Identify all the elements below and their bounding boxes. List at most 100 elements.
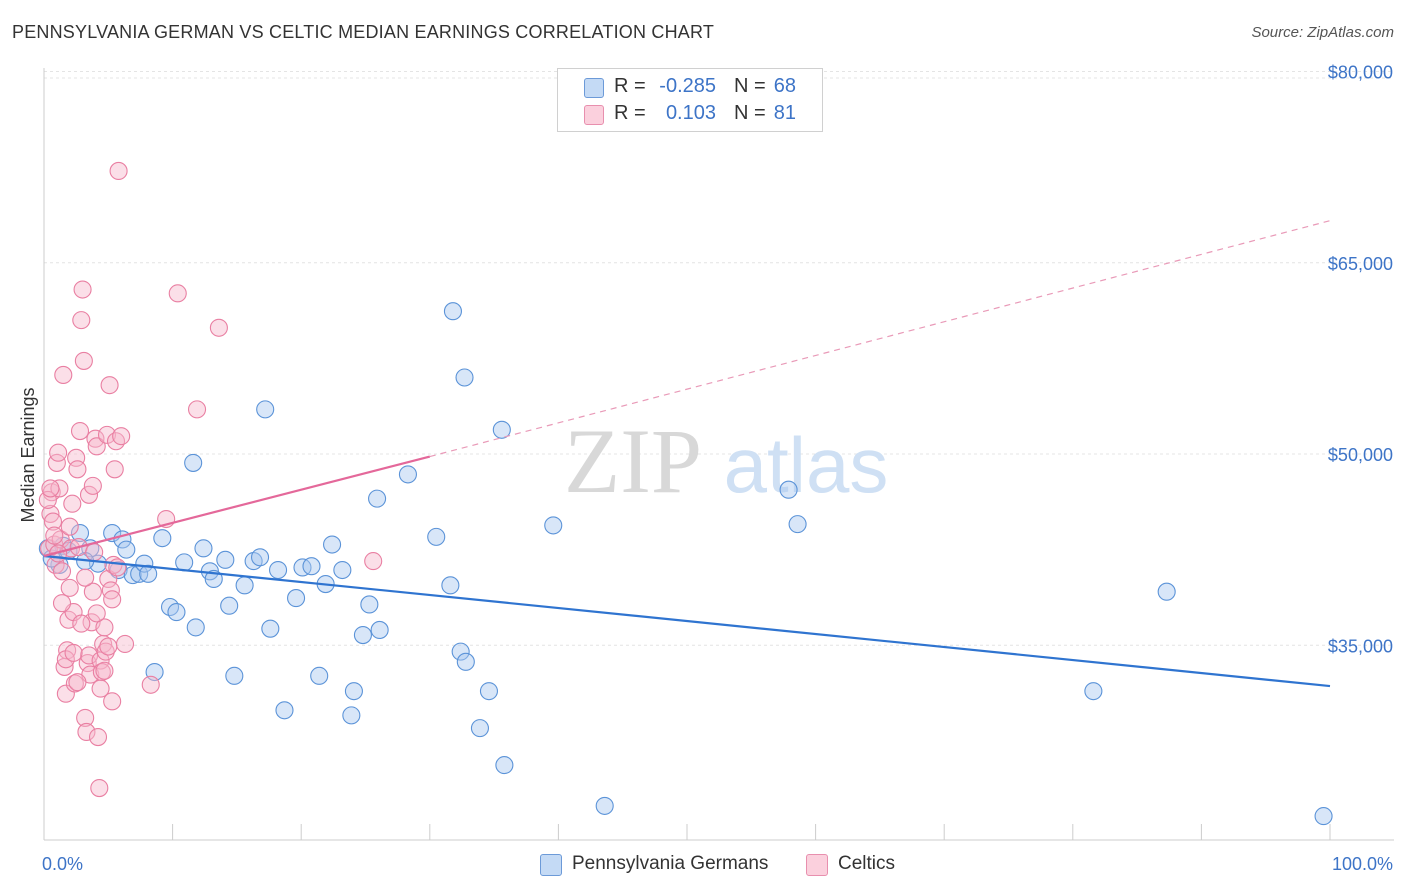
point-celtic [63,494,82,513]
y-axis-title: Median Earnings [18,387,38,522]
point-celtic [67,448,86,467]
point-pennsylvania-german [184,453,203,472]
point-pennsylvania-german [139,564,158,583]
point-pennsylvania-german [595,796,614,815]
point-pennsylvania-german [353,625,372,645]
point-pennsylvania-german [275,701,294,720]
point-celtic [38,490,57,509]
point-celtic [88,727,108,747]
point-celtic [74,351,93,370]
r-label: R = [614,102,646,124]
point-pennsylvania-german [235,576,254,595]
legend-swatch-pink [584,105,604,125]
point-celtic [43,512,63,531]
point-celtic [112,427,131,446]
point-pennsylvania-german [333,560,352,580]
point-celtic [90,778,109,798]
point-pennsylvania-german [427,527,446,546]
point-pennsylvania-german [117,540,136,559]
point-pennsylvania-german [175,553,194,572]
point-celtic [45,526,64,545]
point-pennsylvania-german [360,595,379,614]
legend-swatch-pink [806,854,828,876]
point-celtic [70,421,90,441]
axis-labels: $35,000 $50,000 $65,000 $80,000 0.0% 100.0% Me… [18,63,1393,875]
y-tick-label: $50,000 [1328,445,1393,465]
point-celtic [85,543,104,562]
point-celtic [72,311,91,330]
point-celtic [49,443,68,462]
y-tick-label: $65,000 [1328,254,1393,274]
legend-label: Celtics [838,853,896,874]
point-pennsylvania-german [441,576,460,595]
point-celtic [168,284,187,303]
trend-line-celtics-extension [429,220,1331,458]
point-celtic [76,568,95,587]
y-tick-label: $35,000 [1328,636,1393,656]
legend-swatch-blue [584,78,604,98]
correlation-legend: R = -0.285 N = 68 R = 0.103 N = 81 [557,68,823,132]
point-pennsylvania-german [269,560,288,580]
point-celtic [108,558,127,577]
point-celtic [95,661,114,680]
point-celtic [41,479,60,498]
chart-title: PENNSYLVANIA GERMAN VS CELTIC MEDIAN EAR… [12,22,715,42]
point-pennsylvania-german [451,642,470,661]
point-pennsylvania-german [443,302,462,321]
point-celtic [187,400,207,419]
point-celtic [99,637,118,656]
point-pennsylvania-german [492,420,511,439]
point-celtic [76,708,95,727]
legend-row-pennsylvania-germans: R = -0.285 N = 68 [558,73,820,101]
point-celtic [83,582,102,601]
point-celtic [79,646,99,665]
point-pennsylvania-german [70,523,90,543]
axes [43,68,1394,841]
watermark-zip: ZIP [564,410,702,512]
point-celtic [141,675,160,694]
point-pennsylvania-german [135,554,154,573]
point-pennsylvania-german [287,589,306,608]
point-pennsylvania-german [220,596,239,615]
point-celtic [91,679,110,698]
point-pennsylvania-german [544,516,563,535]
point-celtic [68,460,87,479]
point-celtic [60,517,79,536]
n-label: N = [734,102,766,124]
point-celtic [364,552,383,571]
point-celtic [100,376,119,395]
point-pennsylvania-german [470,719,490,738]
point-celtic [103,590,122,609]
point-celtic [54,365,73,385]
n-label: N = [734,75,766,97]
point-celtic [73,280,92,299]
point-pennsylvania-german [194,539,213,558]
point-pennsylvania-german [495,756,514,775]
point-celtic [115,634,135,654]
data-points [38,161,1333,826]
point-pennsylvania-german [302,557,321,576]
point-pennsylvania-german [261,619,280,638]
watermark-atlas: atlas [724,421,889,509]
point-pennsylvania-german [455,368,474,387]
point-pennsylvania-german [256,400,275,419]
x-tick-label-max: 100.0% [1332,854,1393,874]
point-pennsylvania-german [225,666,244,685]
trend-lines [43,220,1331,688]
y-tick-label: $80,000 [1328,63,1393,83]
r-label: R = [614,75,646,97]
point-pennsylvania-german [370,620,389,640]
point-pennsylvania-german [342,706,361,725]
point-celtic [87,437,106,456]
point-celtic [106,432,126,451]
point-pennsylvania-german [186,618,205,637]
point-pennsylvania-german [310,666,329,685]
point-pennsylvania-german [1157,582,1176,601]
point-celtic [60,578,79,597]
point-pennsylvania-german [153,529,172,548]
series-legend: Pennsylvania Germans Celtics [0,852,1406,878]
point-pennsylvania-german [344,682,363,701]
point-pennsylvania-german [123,566,142,585]
point-pennsylvania-german [216,550,235,569]
